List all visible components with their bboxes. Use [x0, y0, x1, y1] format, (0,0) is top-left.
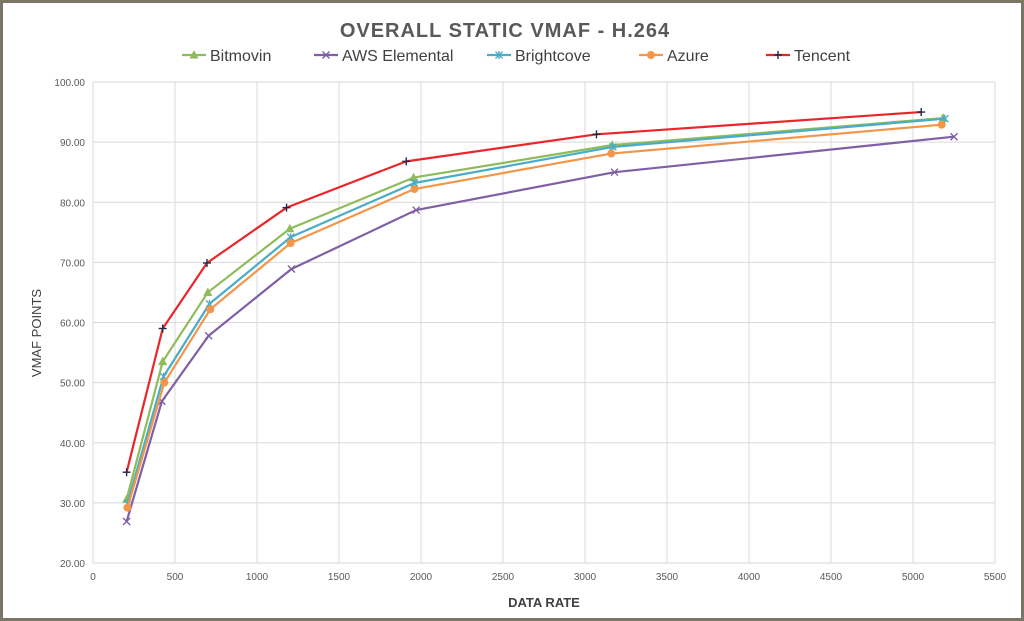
data-point	[158, 324, 167, 333]
y-tick-label: 60.00	[60, 319, 85, 330]
data-point	[610, 168, 619, 177]
legend: Bitmovin AWS Elemental Brightcove Azure Tenc…	[182, 48, 851, 65]
legend-marker	[322, 51, 330, 59]
legend-item: Azure	[639, 48, 709, 65]
series-brightcove	[123, 114, 949, 508]
legend-label: Bitmovin	[210, 48, 271, 65]
data-point	[158, 356, 168, 366]
data-point	[203, 287, 213, 296]
data-point	[286, 239, 295, 248]
data-point	[412, 206, 421, 215]
legend-item: Brightcove	[487, 48, 591, 65]
gridlines	[92, 81, 996, 564]
data-point	[917, 108, 926, 117]
series-line	[125, 110, 922, 473]
series-line	[126, 123, 942, 508]
data-point	[282, 203, 291, 212]
series-line	[126, 117, 946, 504]
legend-item: Bitmovin	[182, 48, 271, 65]
x-tick-label: 5500	[984, 572, 1007, 583]
data-point	[410, 185, 419, 194]
data-point	[607, 149, 616, 158]
series-bitmovin	[122, 113, 948, 503]
series-azure	[123, 120, 946, 512]
legend-marker	[189, 50, 199, 59]
x-tick-label: 0	[90, 572, 96, 583]
y-tick-label: 40.00	[60, 439, 85, 450]
data-point	[950, 132, 958, 141]
y-tick-label: 70.00	[60, 258, 85, 269]
legend-label: Azure	[667, 48, 709, 65]
data-point	[160, 378, 169, 387]
y-tick-label: 30.00	[60, 499, 85, 510]
y-tick-label: 90.00	[60, 138, 85, 149]
data-point	[287, 264, 296, 273]
data-point	[202, 258, 211, 267]
x-tick-label: 1500	[328, 572, 351, 583]
legend-marker	[495, 51, 503, 59]
y-tick-label: 80.00	[60, 198, 85, 209]
legend-marker	[774, 51, 782, 59]
y-tick-label: 50.00	[60, 379, 85, 390]
x-tick-label: 4500	[820, 572, 843, 583]
series-tencent	[122, 108, 926, 477]
legend-item: Tencent	[766, 48, 851, 65]
x-tick-label: 3000	[574, 572, 597, 583]
x-tick-label: 2500	[492, 572, 515, 583]
series-aws-elemental	[122, 132, 958, 526]
legend-label: Tencent	[794, 48, 851, 65]
data-point	[122, 468, 131, 477]
y-tick-label: 20.00	[60, 559, 85, 570]
x-tick-label: 3500	[656, 572, 679, 583]
x-tick-label: 500	[167, 572, 184, 583]
legend-label: AWS Elemental	[342, 48, 453, 65]
chart-title: OVERALL STATIC VMAF - H.264	[340, 20, 670, 42]
y-axis-title: VMAF POINTS	[29, 289, 44, 377]
data-point	[123, 503, 132, 512]
x-tick-label: 1000	[246, 572, 269, 583]
tick-labels: 0 500 1000 1500 2000 2500 3000 3500 4000 4500 5000…	[54, 78, 1006, 583]
data-point	[402, 157, 411, 166]
legend-label: Brightcove	[515, 48, 591, 65]
y-tick-label: 100.00	[54, 78, 85, 89]
data-point	[206, 305, 215, 314]
data-point	[122, 517, 131, 526]
x-tick-label: 4000	[738, 572, 761, 583]
data-point	[409, 172, 419, 182]
x-tick-label: 2000	[410, 572, 433, 583]
x-tick-label: 5000	[902, 572, 925, 583]
data-point	[592, 130, 601, 139]
data-point	[608, 142, 617, 151]
data-point	[285, 223, 295, 233]
legend-item: AWS Elemental	[314, 48, 453, 65]
legend-marker	[647, 51, 655, 59]
series-line	[125, 135, 955, 522]
series-line	[125, 116, 944, 500]
series-lines	[122, 108, 958, 526]
x-axis-title: DATA RATE	[508, 595, 580, 610]
data-point	[204, 331, 213, 340]
data-point	[937, 120, 946, 129]
